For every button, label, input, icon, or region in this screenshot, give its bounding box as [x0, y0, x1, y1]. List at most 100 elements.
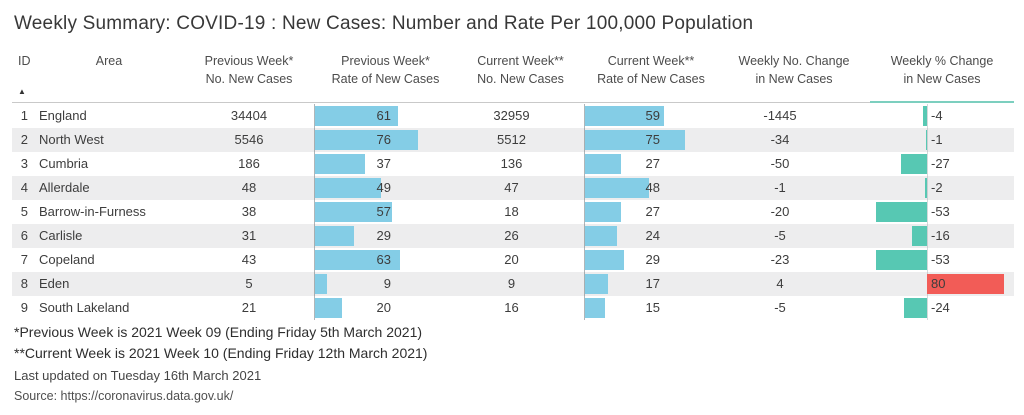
cell-curr-no: 16 [504, 300, 519, 315]
cell-curr-no: 47 [504, 180, 519, 195]
data-bar-rate [315, 226, 355, 246]
cell-curr-no: 136 [500, 156, 523, 171]
data-bar-rate [315, 250, 401, 270]
cell-value: 48 [645, 180, 660, 195]
table-row[interactable]: 9 South Lakeland 21 20 16 15 -5 -24 [12, 296, 1014, 320]
table-row[interactable]: 5 Barrow-in-Furness 38 57 18 27 -20 -53 [12, 200, 1014, 224]
cell-weekly-change: -20 [770, 204, 790, 219]
column-header-line1: Weekly % Change [890, 54, 994, 68]
data-bar-pct-change [901, 154, 927, 174]
cell-weekly-change: -5 [774, 228, 786, 243]
cell-weekly-change: -50 [770, 156, 790, 171]
data-bar-rate [315, 154, 366, 174]
cell-value: 76 [376, 132, 391, 147]
cell-id: 3 [20, 156, 28, 171]
cell-rate: 48 [584, 176, 718, 200]
data-bar-rate [585, 250, 624, 270]
cell-prev-no: 5546 [234, 132, 264, 147]
data-bar-rate [585, 106, 664, 126]
table-row[interactable]: 6 Carlisle 31 29 26 24 -5 -16 [12, 224, 1014, 248]
zero-axis-line [927, 224, 928, 248]
sort-ascending-icon[interactable]: ▲ [18, 87, 26, 96]
column-header-prev_no[interactable]: Previous Week* No. New Cases [184, 52, 314, 88]
column-header-line2: Rate of New Cases [331, 72, 440, 86]
column-header-line1: Area [95, 54, 123, 68]
data-bar-rate [585, 202, 621, 222]
cell-curr-no: 32959 [493, 108, 530, 123]
column-header-line1: Current Week** [607, 54, 695, 68]
cell-value: 27 [645, 156, 660, 171]
cell-prev-no: 21 [241, 300, 257, 315]
data-bar-rate [315, 106, 398, 126]
cell-area: Carlisle [39, 228, 83, 243]
table-row[interactable]: 8 Eden 5 9 9 17 4 80 [12, 272, 1014, 296]
data-bar-rate [315, 202, 393, 222]
cell-weekly-change: -1445 [763, 108, 797, 123]
table-row[interactable]: 7 Copeland 43 63 20 29 -23 -53 [12, 248, 1014, 272]
column-header-line2: Rate of New Cases [597, 72, 705, 86]
column-header-pct_change[interactable]: Weekly % Change in New Cases [870, 52, 1014, 88]
data-bar-pct-change [876, 202, 927, 222]
cell-pct-change: 80 [870, 272, 1014, 296]
cell-prev-no: 31 [241, 228, 257, 243]
cell-rate: 24 [584, 224, 718, 248]
cell-value: 20 [376, 300, 391, 315]
cell-weekly-change: -1 [774, 180, 786, 195]
cell-area: Allerdale [39, 180, 90, 195]
cell-pct-change: -53 [870, 200, 1014, 224]
data-bar-rate [585, 130, 685, 150]
table-row[interactable]: 4 Allerdale 48 49 47 48 -1 -2 [12, 176, 1014, 200]
cell-value: 27 [645, 204, 660, 219]
footnote-current-week: **Current Week is 2021 Week 10 (Ending F… [14, 345, 428, 361]
data-bar-rate [585, 226, 617, 246]
data-bar-rate [315, 130, 418, 150]
data-bar-rate [585, 298, 605, 318]
cell-value: -27 [931, 156, 950, 171]
cell-weekly-change: -34 [770, 132, 790, 147]
data-bar-rate [585, 178, 649, 198]
cell-pct-change: -4 [870, 104, 1014, 128]
cell-rate: 76 [314, 128, 457, 152]
data-bar-pct-change [876, 250, 927, 270]
cell-id: 9 [20, 300, 28, 315]
column-header-line2: in New Cases [755, 72, 833, 86]
cell-value: 24 [645, 228, 660, 243]
cell-prev-no: 5 [245, 276, 253, 291]
cell-value: -16 [931, 228, 950, 243]
cell-rate: 20 [314, 296, 457, 320]
footnote-last-updated: Last updated on Tuesday 16th March 2021 [14, 368, 262, 383]
cell-pct-change: -53 [870, 248, 1014, 272]
header-divider [12, 102, 1014, 103]
table-row[interactable]: 2 North West 5546 76 5512 75 -34 -1 [12, 128, 1014, 152]
zero-axis-line [927, 200, 928, 224]
zero-axis-line [927, 248, 928, 272]
column-header-prev_rate[interactable]: Previous Week* Rate of New Cases [314, 52, 457, 88]
cell-value: 29 [376, 228, 391, 243]
data-bar-pct-change [903, 298, 927, 318]
data-bar-pct-change [911, 226, 927, 246]
column-header-area[interactable]: Area [34, 52, 184, 88]
cell-curr-no: 5512 [497, 132, 526, 147]
cell-rate: 27 [584, 200, 718, 224]
cell-weekly-change: 4 [776, 276, 784, 291]
cell-value: -4 [931, 108, 943, 123]
footnote-source: Source: https://coronavirus.data.gov.uk/ [14, 389, 234, 403]
cell-prev-no: 43 [241, 252, 257, 267]
cell-value: 75 [645, 132, 660, 147]
column-header-curr_no[interactable]: Current Week** No. New Cases [457, 52, 584, 88]
sort-band: ▲ [12, 87, 1014, 101]
cell-value: 80 [931, 276, 946, 291]
table-row[interactable]: 1 England 34404 61 32959 59 -1445 -4 [12, 104, 1014, 128]
column-header-curr_rate[interactable]: Current Week** Rate of New Cases [584, 52, 718, 88]
table-row[interactable]: 3 Cumbria 186 37 136 27 -50 -27 [12, 152, 1014, 176]
zero-axis-line [927, 296, 928, 320]
cell-curr-no: 20 [504, 252, 519, 267]
cell-rate: 29 [314, 224, 457, 248]
cell-area: Cumbria [39, 156, 89, 171]
column-header-wk_change[interactable]: Weekly No. Change in New Cases [718, 52, 870, 88]
column-header-id[interactable]: ID [12, 52, 34, 88]
column-header-line2: No. New Cases [477, 72, 564, 86]
footnote-previous-week: *Previous Week is 2021 Week 09 (Ending F… [14, 324, 423, 340]
column-header-line1: Previous Week* [341, 54, 430, 68]
